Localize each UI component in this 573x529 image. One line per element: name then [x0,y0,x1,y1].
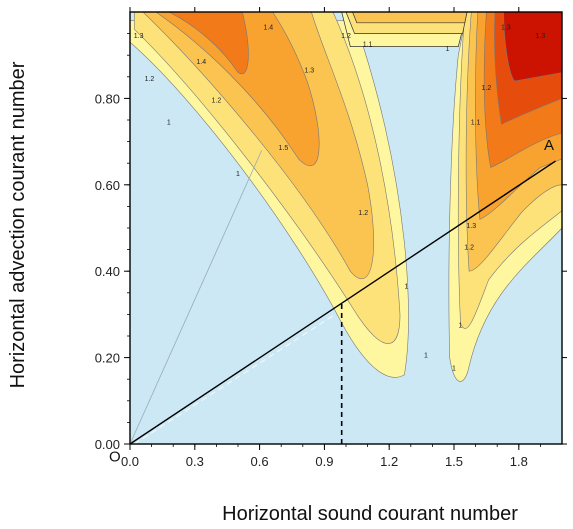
x-tick-label-5: 1.5 [445,454,463,469]
y-tick-label-4: 0.80 [95,91,120,106]
line-OA [129,160,556,445]
contour-label-8: 1.3 [304,67,314,74]
annotation-O: O [109,448,121,465]
axes: 0.0 0.3 0.6 0.9 1.2 1.5 1.8 0.00 0.20 0.40 0.60 0.8… [95,7,567,469]
line-faint [129,150,263,445]
x-tick-label-3: 0.9 [315,454,333,469]
y-tick-label-3: 0.60 [95,178,120,193]
contour-label-15: 1 [446,46,450,53]
contour-label-6: 1.5 [278,145,288,152]
contour-label-0: 1.3 [134,33,144,40]
y-tick-label-2: 0.40 [95,264,120,279]
contour-label-10: 1 [405,283,409,290]
x-tick-label-4: 1.2 [380,454,398,469]
contour-label-13: 1.2 [341,33,351,40]
contour-label-5: 1 [236,171,240,178]
contour-band-left-4 [168,12,249,75]
contour-label-22: 1.2 [464,245,474,252]
x-tick-label-6: 1.8 [510,454,528,469]
contour-label-4: 1.2 [212,98,222,105]
contour-label-17: 1 [452,366,456,373]
plot-area: 1.3 1.2 1 1.4 1.2 1 1.5 1.4 1.3 1.2 1 1 1.3 1.2 1.1 1 1 1… [130,12,562,444]
x-tick-label-1: 0.3 [186,454,204,469]
contour-label-11: 1 [424,353,428,360]
overlay: OA [109,137,556,465]
contour-label-2: 1 [167,119,171,126]
y-tick-label-0: 0.00 [95,437,120,452]
contour-band-right-6 [503,12,562,82]
contour-band-left-3 [155,12,320,167]
contour-label-3: 1.4 [196,59,206,66]
contour-label-12: 1.3 [501,24,511,31]
contour-label-14: 1.1 [363,42,373,49]
x-tick-label-0: 0.0 [121,454,139,469]
contour-band-left-2 [142,12,374,279]
annotation-A: A [544,137,554,154]
contour-label-18: 1.3 [536,33,546,40]
y-axis-title: Horizontal advection courant number [7,61,29,388]
contour-label-19: 1.2 [482,85,492,92]
contour-band-top-2 [352,12,468,24]
contour-label-9: 1.2 [358,210,368,217]
contour-label-16: 1 [459,322,463,329]
x-axis-title: Horizontal sound courant number [222,503,518,525]
contour-label-21: 1.3 [466,223,476,230]
contour-label-1: 1.2 [145,76,155,83]
x-tick-label-2: 0.6 [251,454,269,469]
contour-label-7: 1.4 [263,24,273,31]
contour-label-20: 1.1 [471,119,481,126]
y-tick-label-1: 0.20 [95,351,120,366]
